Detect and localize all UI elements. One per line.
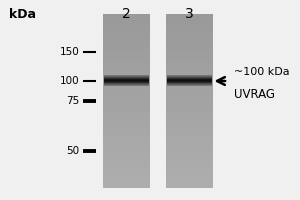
Text: 2: 2 <box>122 7 130 21</box>
Text: 150: 150 <box>60 47 80 57</box>
Text: kDa: kDa <box>9 8 36 21</box>
Text: 100: 100 <box>60 76 80 86</box>
Text: ~100 kDa: ~100 kDa <box>234 67 290 77</box>
Text: 50: 50 <box>66 146 80 156</box>
Text: UVRAG: UVRAG <box>234 88 275 100</box>
Text: 75: 75 <box>66 96 80 106</box>
Text: 3: 3 <box>184 7 194 21</box>
